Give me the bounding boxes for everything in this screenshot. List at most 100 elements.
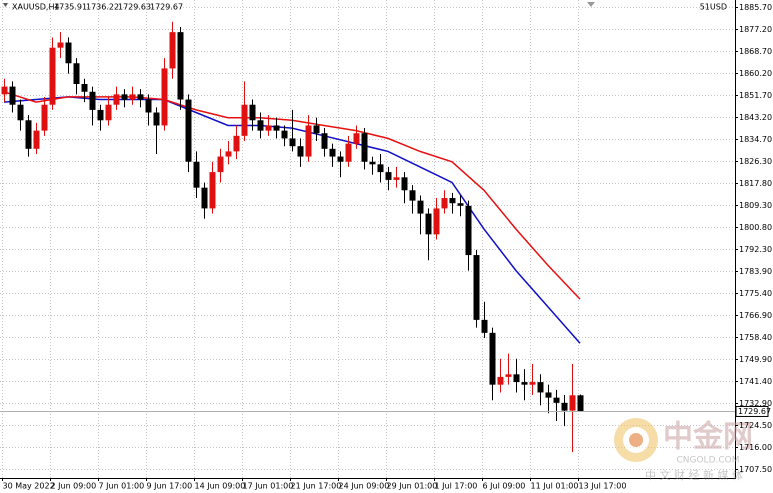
candle-body: [81, 83, 88, 92]
candle-body: [329, 148, 336, 157]
candle-body: [97, 109, 104, 121]
candle-body: [321, 133, 328, 149]
candle-body: [345, 143, 352, 162]
candle-body: [105, 104, 112, 121]
candle-body: [49, 47, 56, 105]
candle-body: [121, 94, 128, 100]
candle-body: [249, 104, 256, 121]
candle-body: [273, 125, 280, 131]
y-tick-label: 1707.50: [739, 465, 772, 474]
shift-marker: [587, 2, 595, 7]
candle-body: [73, 63, 80, 84]
candle-body: [177, 32, 184, 100]
x-tick-label: 9 Jun 17:00: [147, 482, 193, 491]
candle-body: [569, 395, 576, 411]
candle-body: [33, 130, 40, 149]
candle-body: [361, 133, 368, 162]
candle-body: [489, 332, 496, 385]
close: 1729.67: [150, 3, 183, 12]
grid: [0, 0, 735, 478]
candle-body: [129, 94, 136, 100]
low: 1729.63: [118, 3, 151, 12]
candle-body: [145, 99, 152, 113]
candle-body: [497, 376, 504, 385]
candle-body: [1, 86, 8, 95]
candle-body: [281, 130, 288, 139]
candle-body: [193, 161, 200, 188]
candle-body: [449, 198, 456, 204]
candle-body: [169, 32, 176, 69]
candle-body: [185, 99, 192, 162]
candle-body: [473, 255, 480, 320]
candle-body: [401, 177, 408, 191]
x-tick-label: 7 Jun 01:00: [99, 482, 145, 491]
watermark: 中金网 CNGOLD.COM 中 文 财 经 新 媒 体: [614, 418, 753, 482]
y-tick-label: 1877.20: [739, 25, 772, 34]
candle-body: [521, 382, 528, 385]
x-tick-label: 17 Jun 01:00: [243, 482, 294, 491]
candle-body: [313, 125, 320, 134]
y-tick-label: 1758.40: [739, 333, 772, 342]
candle-body: [433, 208, 440, 235]
candle-body: [25, 120, 32, 149]
watermark-site: CNGOLD.COM: [676, 456, 739, 466]
candle-body: [577, 395, 584, 412]
candle-body: [225, 151, 232, 157]
y-tick-label: 1741.40: [739, 377, 772, 386]
candle-body: [297, 146, 304, 157]
candle-body: [241, 104, 248, 136]
candle-body: [337, 156, 344, 162]
candle-body: [65, 42, 72, 64]
candle-body: [545, 392, 552, 398]
candle-body: [113, 94, 120, 105]
candle-body: [217, 156, 224, 173]
y-tick-label: 1834.70: [739, 135, 772, 144]
candle-body: [137, 94, 144, 100]
x-tick-label: 29 Jun 01:00: [387, 482, 438, 491]
candle-body: [481, 319, 488, 333]
candle-body: [417, 200, 424, 214]
x-tick-label: 6 Jul 09:00: [483, 482, 526, 491]
candle-body: [17, 104, 24, 121]
candle-body: [161, 68, 168, 126]
candle-body: [89, 91, 96, 110]
candle-body: [393, 177, 400, 180]
candle-body: [457, 203, 464, 206]
x-tick-label: 11 Jul 01:00: [531, 482, 579, 491]
candle-body: [265, 125, 272, 131]
y-tick-label: 1732.90: [739, 399, 772, 408]
candle-body: [537, 382, 544, 393]
y-tick-label: 1860.20: [739, 69, 772, 78]
last-price-box: [735, 405, 769, 417]
x-tick-label: 13 Jul 17:00: [579, 482, 627, 491]
symbol: XAUUSD,H4: [12, 3, 60, 12]
header: XAUUSD,H4 1735.91 1736.22 1729.63 1729.6…: [3, 2, 727, 12]
account-label: 51USD: [700, 3, 727, 12]
y-tick-label: 1868.70: [739, 47, 772, 56]
candle-body: [441, 198, 448, 209]
candle-body: [529, 382, 536, 385]
candle-body: [377, 164, 384, 173]
y-tick-label: 1817.80: [739, 179, 772, 188]
candle-body: [201, 187, 208, 209]
y-tick-label: 1885.70: [739, 3, 772, 12]
candle-body: [153, 112, 160, 126]
y-tick-label: 1716.00: [739, 443, 772, 452]
candle-body: [385, 172, 392, 180]
candle-body: [9, 86, 16, 105]
candle-body: [553, 397, 560, 403]
candle-body: [409, 190, 416, 201]
x-tick-label: 1 Jul 17:00: [435, 482, 478, 491]
candle-body: [425, 213, 432, 235]
x-tick-label: 2 Jun 09:00: [51, 482, 97, 491]
y-tick-label: 1766.90: [739, 311, 772, 320]
candle-body: [233, 135, 240, 152]
y-tick-label: 1792.30: [739, 245, 772, 254]
logo-core: [629, 433, 643, 447]
candle-body: [561, 402, 568, 411]
candle-body: [57, 42, 64, 48]
x-tick-label: 14 Jun 09:00: [195, 482, 246, 491]
candle-body: [209, 172, 216, 209]
